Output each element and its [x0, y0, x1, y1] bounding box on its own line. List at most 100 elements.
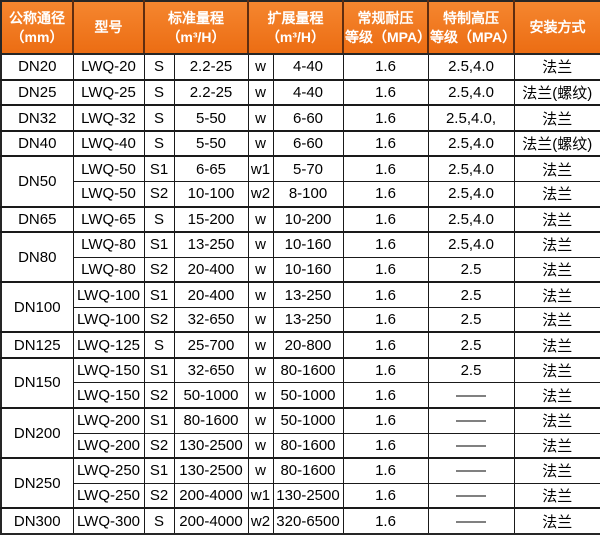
model-cell: LWQ-100	[72, 306, 145, 333]
model-cell: LWQ-150	[72, 382, 145, 409]
std-range-cell: 20-400	[173, 256, 249, 283]
regular-pressure-cell: 1.6	[342, 306, 429, 333]
ext-grade-cell: w1	[247, 155, 274, 182]
std-range-cell: 130-2500	[173, 432, 249, 459]
dn-cell: DN300	[0, 507, 74, 535]
std-range-cell: 6-65	[173, 155, 249, 182]
model-cell: LWQ-50	[72, 155, 145, 182]
ext-grade-cell: w	[247, 457, 274, 484]
table-row: LWQ-150 S2 50-1000 w 50-1000 1.6 —— 法兰	[1, 382, 600, 409]
regular-pressure-cell: 1.6	[342, 155, 429, 182]
regular-pressure-cell: 1.6	[342, 281, 429, 308]
install-cell: 法兰	[513, 382, 600, 409]
install-cell: 法兰	[513, 482, 600, 509]
ext-range-cell: 4-40	[272, 78, 344, 106]
ext-range-cell: 5-70	[272, 155, 344, 182]
ext-grade-cell: w	[247, 256, 274, 283]
dn-cell: DN40	[0, 129, 74, 157]
ext-grade-cell: w	[247, 78, 274, 106]
install-cell: 法兰	[513, 356, 600, 384]
std-grade-cell: S	[143, 78, 175, 106]
ext-grade-cell: w	[247, 53, 274, 81]
ext-range-cell: 10-160	[272, 231, 344, 258]
install-cell: 法兰(螺纹)	[513, 129, 600, 157]
table-row: DN150 LWQ-150 S1 32-650 w 80-1600 1.6 2.5 法兰	[0, 356, 600, 409]
ext-grade-cell: w	[247, 432, 274, 459]
std-grade-cell: S	[143, 331, 175, 359]
high-pressure-cell: 2.5,4.0	[427, 231, 515, 258]
model-cell: LWQ-80	[72, 231, 145, 258]
std-range-cell: 10-100	[173, 180, 249, 208]
header-model: 型号	[73, 1, 145, 55]
std-grade-cell: S1	[143, 457, 175, 484]
ext-range-cell: 130-2500	[272, 482, 344, 509]
std-range-cell: 25-700	[173, 331, 249, 359]
regular-pressure-cell: 1.6	[342, 432, 429, 459]
ext-grade-cell: w	[247, 104, 274, 132]
ext-range-cell: 80-1600	[272, 457, 344, 484]
ext-grade-cell: w	[247, 331, 274, 359]
table-row: DN20 LWQ-20 S 2.2-25 w 4-40 1.6 2.5,4.0 法兰	[0, 53, 600, 81]
high-pressure-cell: 2.5,4.0,	[427, 104, 515, 132]
ext-range-cell: 50-1000	[272, 407, 344, 434]
regular-pressure-cell: 1.6	[342, 180, 429, 208]
std-range-cell: 200-4000	[173, 507, 249, 535]
high-pressure-cell: 2.5	[427, 331, 515, 359]
std-grade-cell: S2	[143, 382, 175, 409]
model-cell: LWQ-150	[72, 356, 145, 384]
high-pressure-cell: 2.5	[427, 306, 515, 333]
std-grade-cell: S	[143, 507, 175, 535]
table-row: DN200 LWQ-200 S1 80-1600 w 50-1000 1.6 —— 法兰	[0, 407, 600, 459]
high-pressure-cell: ——	[427, 457, 515, 484]
dn-cell: DN250	[0, 457, 74, 509]
table-row: DN50 LWQ-50 S1 6-65 w1 5-70 1.6 2.5,4.0 法兰	[0, 155, 600, 208]
std-range-cell: 13-250	[173, 231, 249, 258]
std-range-cell: 20-400	[173, 281, 249, 308]
model-cell: LWQ-200	[72, 407, 145, 434]
std-range-cell: 200-4000	[173, 482, 249, 509]
install-cell: 法兰	[513, 331, 600, 359]
model-cell: LWQ-200	[72, 432, 145, 459]
model-cell: LWQ-80	[72, 256, 145, 283]
high-pressure-cell: 2.5	[427, 356, 515, 384]
high-pressure-cell: ——	[427, 482, 515, 509]
header-special-high-pressure: 特制高压 等级（MPA）	[428, 1, 516, 55]
high-pressure-cell: ——	[427, 407, 515, 434]
table-row: LWQ-200 S2 130-2500 w 80-1600 1.6 —— 法兰	[1, 432, 600, 459]
high-pressure-cell: 2.5,4.0	[427, 129, 515, 157]
ext-range-cell: 13-250	[272, 281, 344, 308]
high-pressure-cell: ——	[427, 382, 515, 409]
ext-range-cell: 13-250	[272, 306, 344, 333]
ext-grade-cell: w	[247, 129, 274, 157]
high-pressure-cell: 2.5,4.0	[427, 78, 515, 106]
table-row: LWQ-80 S2 20-400 w 10-160 1.6 2.5 法兰	[1, 256, 600, 283]
model-cell: LWQ-25	[72, 78, 145, 106]
high-pressure-cell: ——	[427, 507, 515, 535]
install-cell: 法兰	[513, 205, 600, 233]
std-grade-cell: S2	[143, 432, 175, 459]
header-installation: 安装方式	[514, 1, 600, 55]
install-cell: 法兰	[513, 281, 600, 308]
install-cell: 法兰	[513, 256, 600, 283]
dn-cell: DN65	[0, 205, 74, 233]
ext-grade-cell: w	[247, 382, 274, 409]
install-cell: 法兰	[513, 432, 600, 459]
model-cell: LWQ-125	[72, 331, 145, 359]
header-row: 公称通径 （mm） 型号 标准量程 （m³/H） 扩展量程 （m³/H） 常规耐…	[1, 1, 600, 55]
std-range-cell: 15-200	[173, 205, 249, 233]
table-row: DN300 LWQ-300 S 200-4000 w2 320-6500 1.6 —— 法兰	[0, 507, 600, 535]
regular-pressure-cell: 1.6	[342, 129, 429, 157]
std-grade-cell: S1	[143, 155, 175, 182]
table-row: LWQ-250 S2 200-4000 w1 130-2500 1.6 —— 法兰	[1, 482, 600, 509]
model-cell: LWQ-20	[72, 53, 145, 81]
std-grade-cell: S	[143, 129, 175, 157]
ext-range-cell: 4-40	[272, 53, 344, 81]
regular-pressure-cell: 1.6	[342, 457, 429, 484]
std-grade-cell: S2	[143, 180, 175, 208]
ext-range-cell: 320-6500	[272, 507, 344, 535]
table-row: DN25 LWQ-25 S 2.2-25 w 4-40 1.6 2.5,4.0 法兰(螺纹)	[0, 78, 600, 106]
std-range-cell: 2.2-25	[173, 78, 249, 106]
header-nominal-diameter: 公称通径 （mm）	[1, 1, 74, 55]
regular-pressure-cell: 1.6	[342, 356, 429, 384]
